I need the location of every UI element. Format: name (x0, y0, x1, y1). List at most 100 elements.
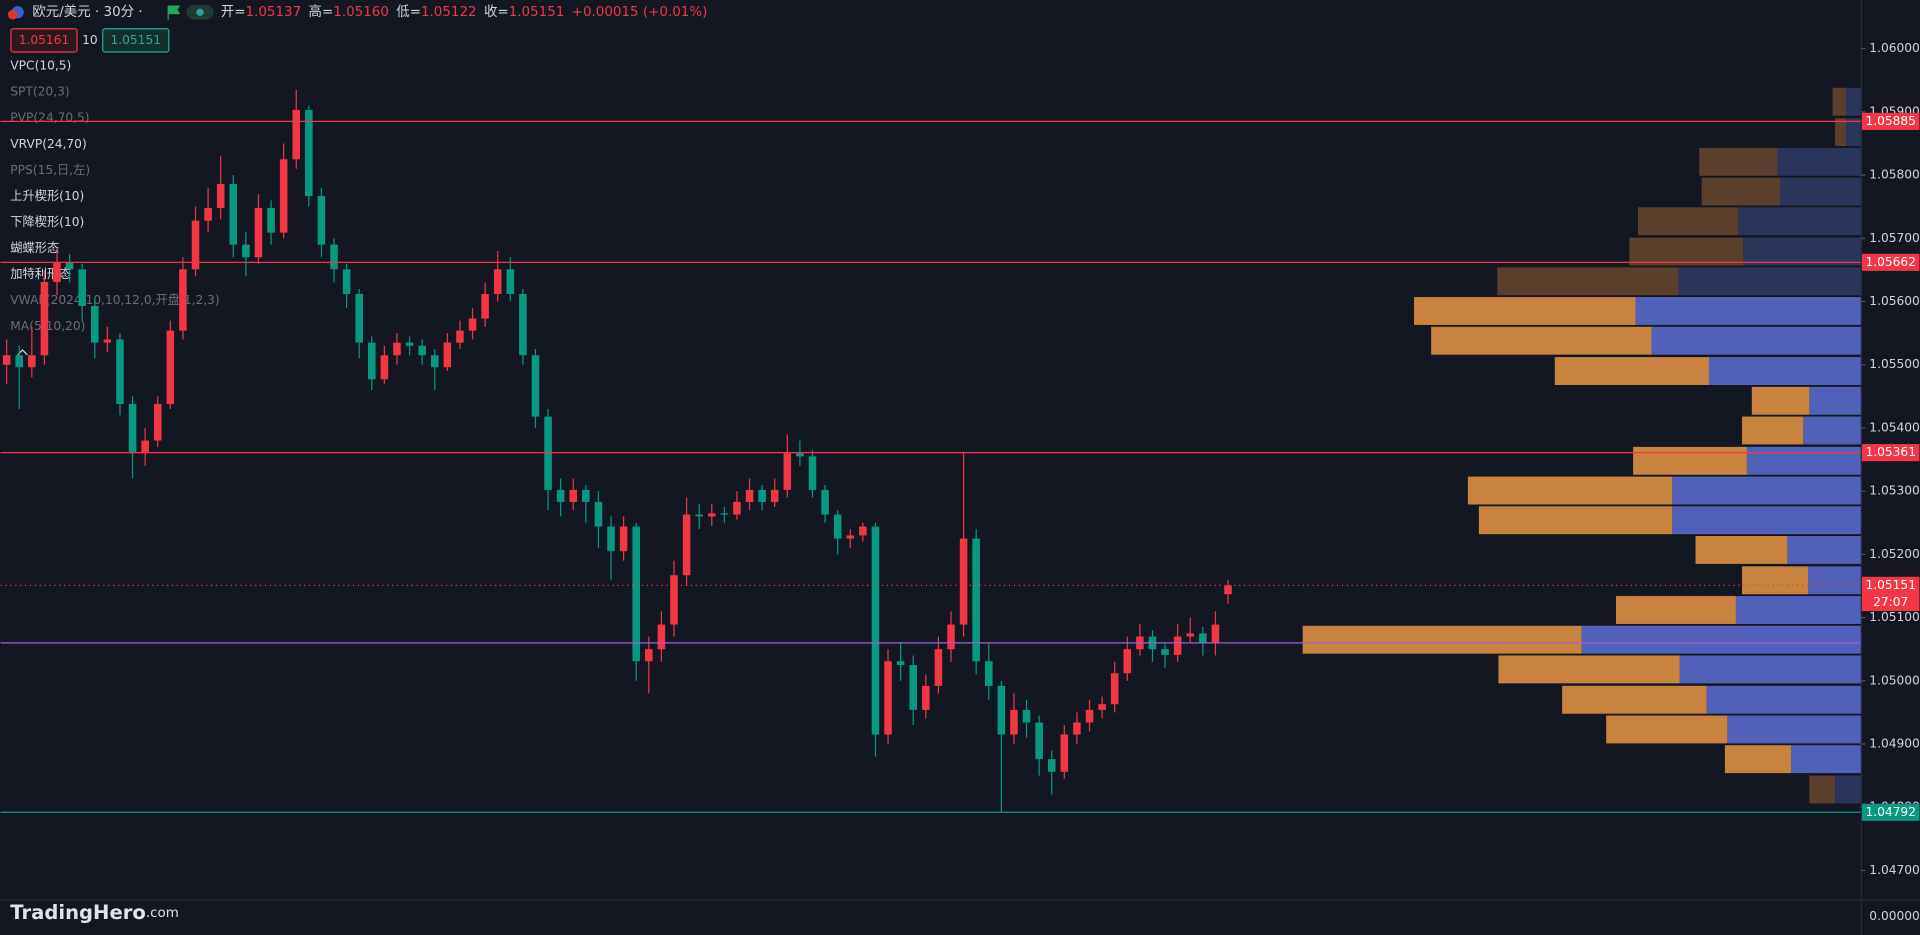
candle-body (682, 514, 691, 576)
candle-body (972, 538, 980, 662)
y-tick-label: 1.05400 (1869, 420, 1920, 434)
ohlc-value: 1.05122 (421, 5, 477, 20)
candle-body (292, 109, 301, 160)
candle-body (607, 526, 615, 552)
indicator-label[interactable]: VWAP(2024,10,10,12,0,开盘,1,2,3) (10, 292, 219, 307)
volume-down (1738, 207, 1861, 236)
candle-body (342, 269, 351, 294)
volume-up (1629, 237, 1744, 266)
candle-body (808, 456, 817, 490)
candle-body (305, 109, 313, 196)
candle-body (833, 514, 842, 539)
indicator-label[interactable]: 上升楔形(10) (10, 189, 84, 203)
volume-down (1672, 506, 1861, 535)
volume-up (1615, 596, 1736, 624)
candle-body (896, 661, 905, 665)
candle-body (254, 207, 263, 258)
candle-body (859, 526, 867, 536)
volume-up (1478, 506, 1673, 535)
candle-body (531, 355, 540, 417)
ohlc-key: 开= (221, 5, 246, 20)
ohlc-key: 低= (396, 4, 421, 20)
volume-down (1808, 566, 1861, 595)
candle-body (116, 339, 124, 404)
volume-down (1679, 655, 1861, 684)
candle-body (645, 649, 653, 662)
volume-down (1706, 685, 1861, 714)
buy-price[interactable]: 1.05151 (110, 33, 161, 47)
indicator-label[interactable]: PVP(24,70,5) (10, 111, 89, 125)
candle-body (1199, 633, 1207, 643)
candle-body (78, 269, 86, 306)
symbol-title[interactable]: 欧元/美元 · 30分 · (32, 4, 142, 20)
volume-down (1735, 596, 1861, 624)
candle-body (745, 489, 754, 502)
indicator-label[interactable]: 加特利形态 (10, 266, 71, 281)
order-quantity[interactable]: 10 (82, 33, 98, 47)
indicator-label[interactable]: SPT(20,3) (10, 85, 69, 99)
candle-body (355, 293, 363, 343)
indicator-label[interactable]: VPC(10,5) (10, 59, 71, 73)
indicator-label[interactable]: 下降楔形(10) (10, 215, 84, 229)
candle-body (569, 489, 578, 502)
indicator-label[interactable]: VRVP(24,70) (10, 137, 86, 151)
ohlc-key: 高= (309, 3, 334, 20)
price-tag-label: 1.05361 (1865, 445, 1916, 459)
candle-body (481, 293, 489, 319)
volume-up (1637, 207, 1739, 236)
candle-body (846, 535, 855, 539)
sell-button[interactable] (10, 28, 78, 53)
candle-body (783, 453, 792, 490)
indicator-label[interactable]: PPS(15,日,左) (10, 162, 90, 177)
candle-body (179, 269, 187, 331)
candle-body (1060, 734, 1069, 772)
market-flag (167, 5, 181, 20)
candle-body (796, 453, 804, 457)
candle-body (934, 649, 943, 686)
candle-body (821, 489, 829, 515)
volume-down (1678, 267, 1861, 296)
volume-down (1743, 237, 1861, 266)
brand-logo: TradingHero.com (10, 900, 179, 923)
buy-button[interactable] (102, 28, 170, 53)
y-tick-label: 1.06000 (1869, 41, 1920, 55)
volume-up (1724, 745, 1791, 774)
candle-body (1110, 673, 1119, 705)
candle-body (506, 269, 515, 294)
candle-body (1010, 709, 1018, 735)
candle-body (1073, 722, 1081, 735)
sell-price[interactable]: 1.05161 (19, 33, 70, 47)
price-tag-label: 1.05151 (1865, 578, 1916, 592)
candle-body (619, 526, 628, 552)
candle-body (393, 342, 401, 356)
volume-up (1562, 685, 1707, 714)
volume-up (1606, 715, 1728, 744)
ohlc-value: 1.05137 (246, 5, 302, 20)
lower-pane-label: 0.00000 (1869, 909, 1920, 923)
ohlc-value: 1.05151 (509, 5, 565, 20)
candle-body (204, 207, 212, 221)
y-tick-label: 1.04700 (1869, 863, 1920, 877)
candle-body (443, 342, 452, 368)
volume-down (1809, 386, 1861, 415)
candle-body (493, 269, 502, 294)
candle-body (28, 355, 36, 368)
candle-body (267, 207, 275, 233)
y-tick-label: 1.05800 (1869, 168, 1920, 182)
volume-down (1779, 177, 1861, 206)
y-tick-label: 1.05000 (1869, 673, 1920, 687)
y-tick-label: 1.05600 (1869, 294, 1920, 308)
volume-down (1787, 535, 1861, 564)
volume-down (1846, 118, 1861, 147)
symbol-flag (7, 9, 18, 20)
volume-up (1414, 297, 1636, 325)
candle-body (632, 526, 640, 662)
candle-body (670, 575, 678, 625)
price-tag (1861, 253, 1920, 271)
candle-body (544, 416, 552, 490)
candle-body (1022, 709, 1031, 723)
candle-body (770, 489, 779, 502)
candle-body (1211, 624, 1220, 643)
indicator-label[interactable]: 蝴蝶形态 (10, 240, 59, 255)
